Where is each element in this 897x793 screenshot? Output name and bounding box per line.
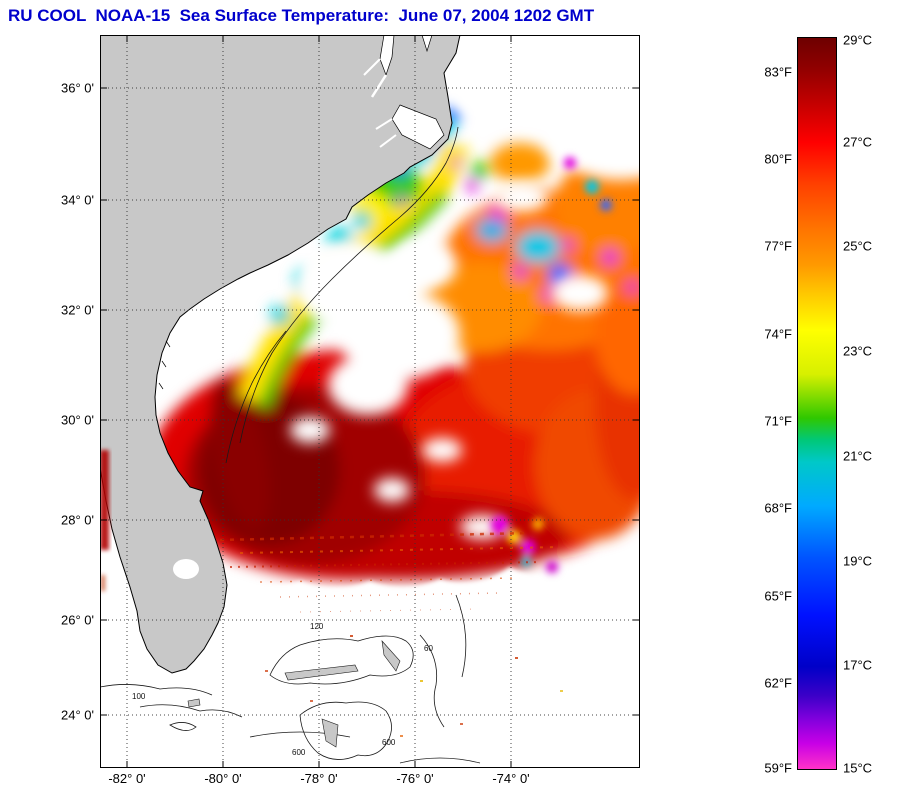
depth-label: 60 (424, 644, 433, 653)
celsius-label: 27°C (843, 134, 873, 150)
page-title: RU COOL NOAA-15 Sea Surface Temperature:… (8, 6, 595, 25)
lake-okeechobee (173, 559, 199, 579)
fahrenheit-label: 68°F (764, 500, 792, 516)
celsius-label: 19°C (843, 553, 873, 569)
depth-label: 600 (382, 738, 396, 747)
depth-label: 600 (292, 748, 306, 757)
y-axis-label: 24° 0' (61, 707, 94, 723)
fahrenheit-label: 77°F (764, 238, 792, 254)
land-coastline (100, 35, 461, 674)
x-axis-label: -78° 0' (300, 771, 338, 786)
y-axis-label: 36° 0' (61, 80, 94, 96)
x-axis-label: -74° 0' (492, 771, 530, 786)
chesapeake-bay (379, 35, 395, 77)
axis-ticks (100, 35, 640, 768)
depth-label: 120 (310, 622, 324, 631)
fahrenheit-label: 59°F (764, 760, 792, 776)
fahrenheit-label: 80°F (764, 151, 792, 167)
y-axis-label: 34° 0' (61, 192, 94, 208)
x-axis-label: -76° 0' (396, 771, 434, 786)
delaware-bay (421, 35, 433, 53)
y-axis-label: 26° 0' (61, 612, 94, 628)
x-axis-label: -82° 0' (108, 771, 146, 786)
fahrenheit-label: 74°F (764, 326, 792, 342)
depth-label: 100 (132, 692, 146, 701)
celsius-label: 17°C (843, 657, 873, 673)
fahrenheit-label: 65°F (764, 588, 792, 604)
celsius-label: 29°C (843, 32, 873, 48)
bathymetry-contours: 120 60 600 600 100 (100, 126, 481, 764)
fahrenheit-label: 83°F (764, 64, 792, 80)
land (100, 35, 461, 674)
fahrenheit-label: 71°F (764, 413, 792, 429)
x-axis-label: -80° 0' (204, 771, 242, 786)
celsius-label: 15°C (843, 760, 873, 776)
y-axis-label: 28° 0' (61, 512, 94, 528)
sst-map: 120 60 600 600 100 (100, 35, 640, 768)
celsius-label: 25°C (843, 238, 873, 254)
left-edge-warm-streak (100, 450, 109, 591)
plot-frame (100, 35, 640, 768)
fahrenheit-label: 62°F (764, 675, 792, 691)
celsius-label: 23°C (843, 343, 873, 359)
temperature-colorbar (797, 37, 837, 770)
y-axis-label: 32° 0' (61, 302, 94, 318)
celsius-label: 21°C (843, 448, 873, 464)
scanline-artifacts (219, 531, 563, 737)
cloud-mask (290, 35, 640, 539)
y-axis-label: 30° 0' (61, 412, 94, 428)
